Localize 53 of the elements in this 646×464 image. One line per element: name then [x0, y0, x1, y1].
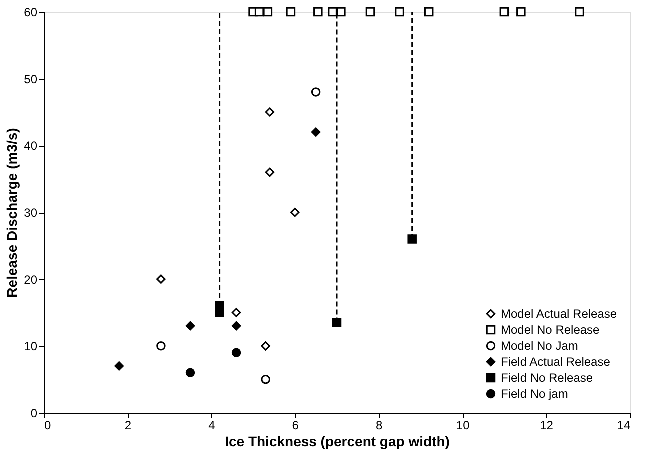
- x-tick-label: 0: [44, 418, 52, 432]
- point: [261, 374, 270, 384]
- point: [254, 7, 264, 17]
- point: [186, 368, 196, 378]
- point: [232, 348, 242, 358]
- point: [261, 342, 270, 351]
- y-tick-label: 30: [24, 206, 38, 220]
- point: [332, 318, 342, 328]
- point: [263, 7, 273, 17]
- point: [156, 342, 166, 351]
- y-tick-label: 40: [24, 139, 38, 154]
- point: [408, 234, 417, 244]
- point: [232, 308, 242, 318]
- y-axis-title: Release Discharge (m3/s): [4, 128, 20, 298]
- x-tick-label: 8: [376, 418, 384, 432]
- y-tick-label: 50: [24, 72, 38, 86]
- x-tick-label: 14: [617, 418, 631, 432]
- point: [215, 301, 224, 311]
- y-tick-label: 10: [24, 340, 38, 354]
- point: [424, 7, 434, 17]
- point: [114, 362, 124, 371]
- point: [286, 7, 296, 17]
- point: [156, 274, 166, 284]
- x-tick-label: 2: [124, 418, 132, 432]
- x-tick-label: 6: [292, 418, 300, 432]
- legend-label: Model Actual Release: [501, 307, 618, 321]
- point: [314, 7, 323, 17]
- point: [311, 128, 321, 137]
- legend-label: Field No jam: [501, 387, 568, 401]
- legend-label: Model No Release: [501, 323, 600, 337]
- legend-label: Model No Jam: [501, 339, 578, 353]
- point: [290, 208, 300, 218]
- point: [336, 7, 346, 17]
- point: [395, 7, 404, 17]
- point: [265, 168, 275, 178]
- x-tick-label: 12: [540, 418, 554, 432]
- x-axis-title: Ice Thickness (percent gap width): [225, 434, 450, 450]
- x-tick-label: 4: [208, 418, 216, 432]
- point: [311, 88, 321, 97]
- point: [575, 7, 584, 17]
- y-tick-label: 60: [24, 6, 38, 20]
- legend-label: Field Actual Release: [501, 355, 611, 369]
- point: [265, 108, 275, 117]
- y-tick-label: 0: [30, 406, 38, 420]
- point: [232, 321, 242, 331]
- x-tick-label: 10: [456, 418, 470, 432]
- point: [516, 7, 526, 17]
- legend-label: Field No Release: [501, 371, 594, 385]
- point: [328, 7, 338, 17]
- point: [366, 7, 376, 17]
- point: [186, 321, 196, 331]
- point: [500, 7, 510, 17]
- y-tick-label: 20: [24, 272, 38, 287]
